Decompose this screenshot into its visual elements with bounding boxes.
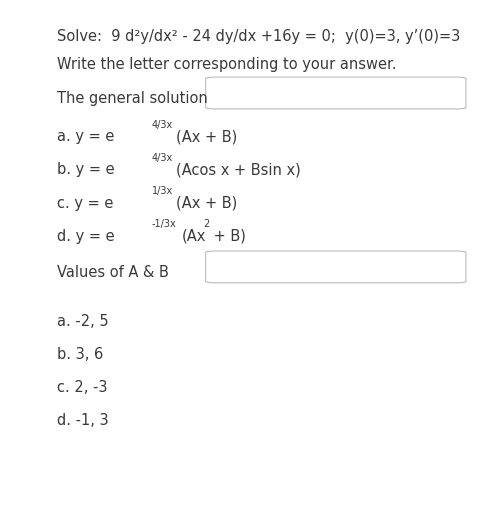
- Text: d. -1, 3: d. -1, 3: [57, 413, 109, 428]
- Text: + B): + B): [209, 229, 246, 243]
- Text: 2: 2: [203, 219, 210, 229]
- Text: Solve:  9 d²y/dx² - 24 dy/dx +16y = 0;  y(0)=3, y’(0)=3: Solve: 9 d²y/dx² - 24 dy/dx +16y = 0; y(…: [57, 29, 461, 44]
- Text: Write the letter corresponding to your answer.: Write the letter corresponding to your a…: [57, 57, 397, 72]
- Text: (Acos x + Bsin x): (Acos x + Bsin x): [176, 162, 301, 177]
- Text: (Ax + B): (Ax + B): [176, 196, 237, 210]
- Text: 4/3x: 4/3x: [152, 153, 173, 163]
- Text: 1/3x: 1/3x: [152, 186, 173, 196]
- Text: c. 2, -3: c. 2, -3: [57, 380, 108, 395]
- Text: d. y = e: d. y = e: [57, 229, 115, 243]
- Text: (Ax + B): (Ax + B): [176, 129, 237, 144]
- FancyBboxPatch shape: [206, 251, 466, 283]
- Text: -1/3x: -1/3x: [152, 219, 177, 229]
- Text: Values of A & B: Values of A & B: [57, 265, 169, 279]
- Text: 4/3x: 4/3x: [152, 120, 173, 130]
- Text: b. 3, 6: b. 3, 6: [57, 347, 104, 362]
- Text: c. y = e: c. y = e: [57, 196, 114, 210]
- Text: a. y = e: a. y = e: [57, 129, 115, 144]
- Text: b. y = e: b. y = e: [57, 162, 115, 177]
- Text: The general solution: The general solution: [57, 91, 208, 105]
- FancyBboxPatch shape: [206, 77, 466, 109]
- Text: a. -2, 5: a. -2, 5: [57, 314, 109, 328]
- Text: (Ax: (Ax: [182, 229, 206, 243]
